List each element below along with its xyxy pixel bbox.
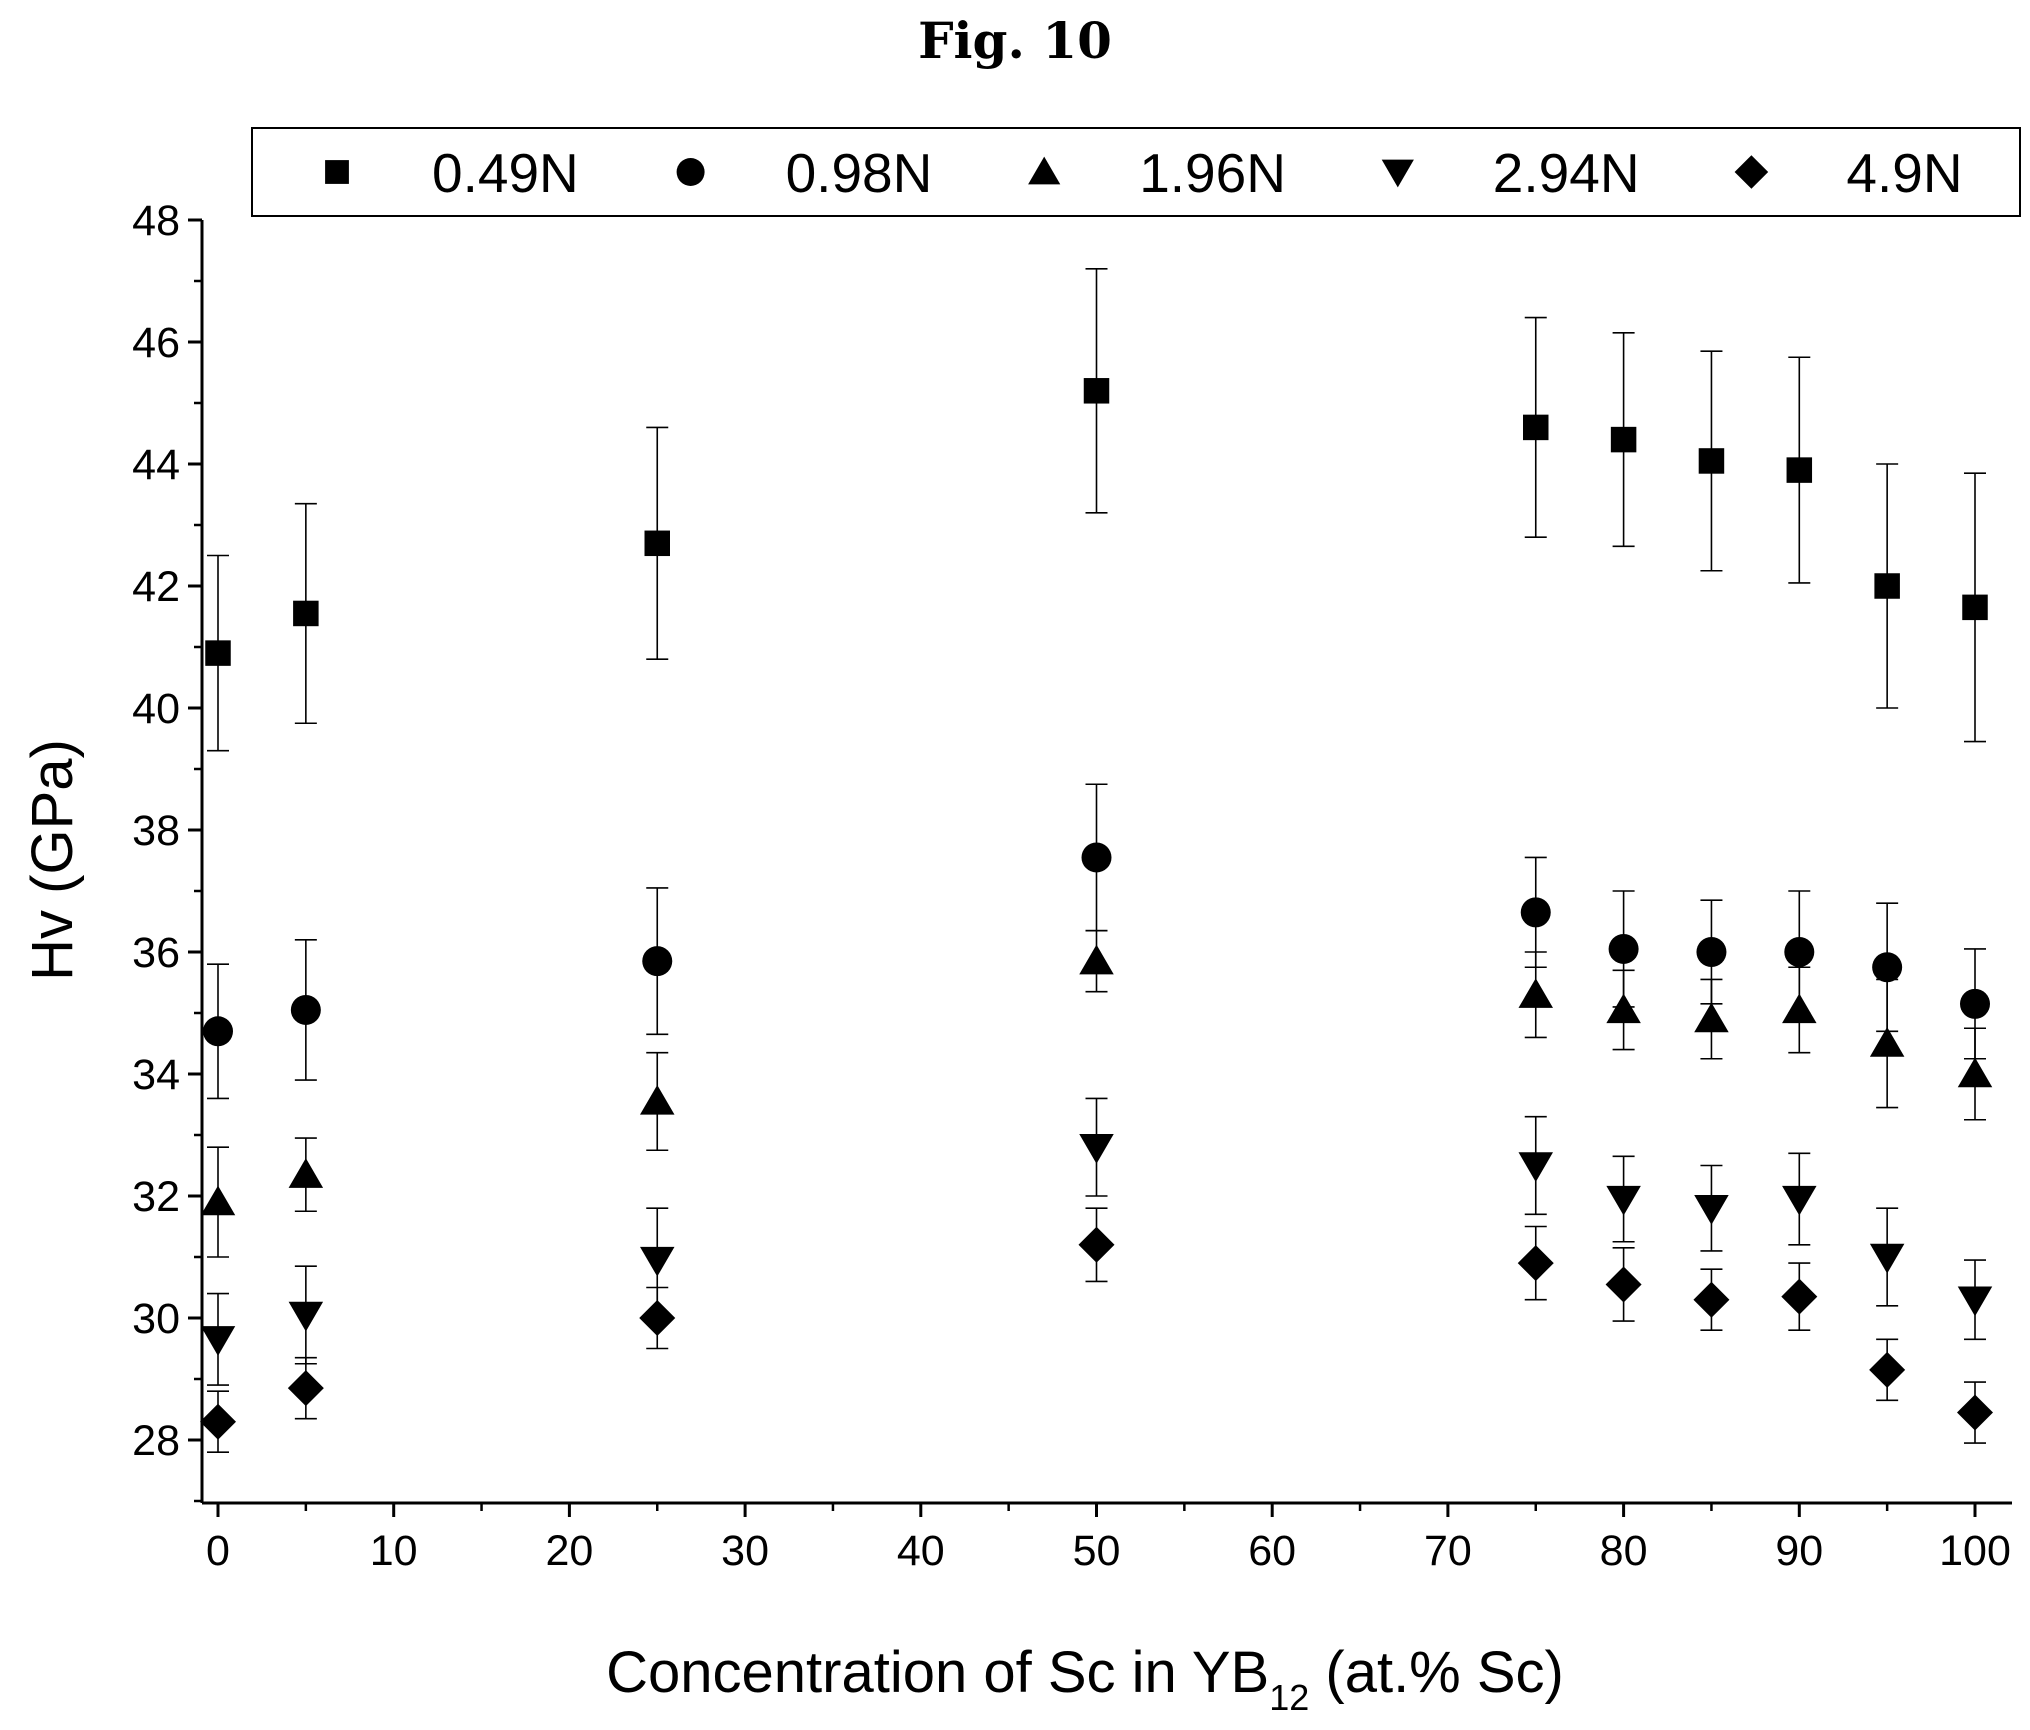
data-point xyxy=(1606,1185,1641,1216)
y-tick-label: 34 xyxy=(132,1051,180,1099)
data-point xyxy=(1782,993,1817,1024)
y-tick-label: 42 xyxy=(132,563,180,611)
data-point xyxy=(1869,1351,1906,1388)
data-point xyxy=(1869,1243,1905,1274)
data-point xyxy=(200,1403,236,1440)
data-point xyxy=(200,1185,236,1216)
legend-marker xyxy=(676,158,705,186)
data-point xyxy=(1782,1185,1817,1216)
data-point xyxy=(1518,1152,1553,1182)
data-point xyxy=(1960,988,1990,1019)
legend-label: 0.49N xyxy=(432,142,579,204)
x-tick-label: 90 xyxy=(1775,1527,1823,1575)
legend-label: 2.94N xyxy=(1493,142,1640,204)
legend: 0.49N 0.98N 1.96N 2.94N 4.9N xyxy=(251,127,2021,217)
x-tick-label: 80 xyxy=(1600,1527,1648,1575)
data-point xyxy=(1786,457,1813,483)
x-tick-label: 50 xyxy=(1073,1527,1121,1575)
data-point xyxy=(1696,937,1727,967)
data-point xyxy=(290,994,321,1025)
data-point xyxy=(205,640,231,666)
legend-marker xyxy=(1028,156,1061,185)
x-tick-label: 60 xyxy=(1248,1527,1296,1575)
x-axis-label-subscript: 12 xyxy=(1269,1677,1309,1718)
data-point xyxy=(1079,944,1114,975)
y-tick-label: 32 xyxy=(132,1173,180,1221)
data-point xyxy=(1962,594,1988,621)
y-tick-label: 44 xyxy=(132,441,180,489)
legend-frame xyxy=(251,127,2021,217)
data-point xyxy=(293,600,319,627)
data-point xyxy=(1605,1266,1642,1303)
legend-marker xyxy=(1381,159,1414,188)
data-point xyxy=(1693,1281,1730,1318)
data-point xyxy=(200,1326,236,1356)
x-tick-label: 20 xyxy=(545,1527,593,1575)
y-tick-label: 36 xyxy=(132,929,180,977)
y-tick-label: 38 xyxy=(132,807,180,855)
data-point xyxy=(1957,1394,1993,1431)
data-point xyxy=(640,1084,675,1115)
x-axis-label-tail: (at.% Sc) xyxy=(1309,1640,1564,1705)
data-point xyxy=(642,946,673,977)
data-point xyxy=(1698,448,1725,474)
data-point xyxy=(1872,952,1903,983)
y-axis-label: Hv (GPa) xyxy=(20,739,85,981)
data-point xyxy=(1081,842,1112,873)
y-tick-label: 30 xyxy=(132,1295,180,1343)
x-axis-label: Concentration of Sc in YB12 (at.% Sc) xyxy=(606,1640,1564,1718)
data-point xyxy=(644,530,670,557)
data-point xyxy=(640,1246,675,1277)
data-point xyxy=(1957,1286,1993,1317)
data-point xyxy=(1517,1245,1554,1282)
y-tick-label: 46 xyxy=(132,319,180,367)
data-point xyxy=(1078,1226,1115,1263)
data-point xyxy=(1957,1057,1993,1088)
legend-label: 1.96N xyxy=(1139,142,1286,204)
data-point xyxy=(1606,993,1641,1024)
figure-title: Fig. 10 xyxy=(918,11,1112,70)
x-tick-label: 10 xyxy=(370,1527,418,1575)
data-point xyxy=(1079,1134,1114,1164)
legend-label: 0.98N xyxy=(786,142,933,204)
data-point xyxy=(1784,937,1815,967)
data-point xyxy=(1083,378,1110,404)
data-point xyxy=(1694,1002,1729,1033)
data-point xyxy=(1520,897,1551,928)
x-tick-label: 30 xyxy=(721,1527,769,1575)
data-point xyxy=(288,1158,324,1188)
y-tick-label: 28 xyxy=(132,1417,180,1465)
data-point xyxy=(639,1300,676,1336)
x-axis-label-main: Concentration of Sc in YB xyxy=(606,1640,1269,1705)
plot-area: 0 10 20 30 40 50 60 70 80 90 100 28 30 32 34 36 38 40 42 44… xyxy=(132,197,2012,1575)
x-tick-label: 100 xyxy=(1939,1527,2011,1575)
legend-marker xyxy=(325,160,349,184)
data-point xyxy=(1610,426,1637,453)
data-point xyxy=(287,1370,324,1407)
data-point xyxy=(1869,1027,1905,1057)
x-tick-label: 0 xyxy=(206,1527,230,1575)
data-point xyxy=(1608,933,1639,964)
data-point xyxy=(1518,978,1553,1008)
data-point xyxy=(288,1301,324,1332)
legend-marker xyxy=(1734,155,1769,189)
legend-label: 4.9N xyxy=(1846,142,1962,204)
data-point xyxy=(1523,414,1549,441)
data-point xyxy=(1874,573,1900,599)
y-tick-label: 40 xyxy=(132,685,180,733)
data-point xyxy=(1781,1278,1818,1315)
y-tick-label: 48 xyxy=(132,197,180,245)
data-point xyxy=(1694,1195,1729,1225)
x-tick-label: 70 xyxy=(1424,1527,1472,1575)
x-tick-label: 40 xyxy=(897,1527,945,1575)
data-point xyxy=(203,1016,233,1047)
